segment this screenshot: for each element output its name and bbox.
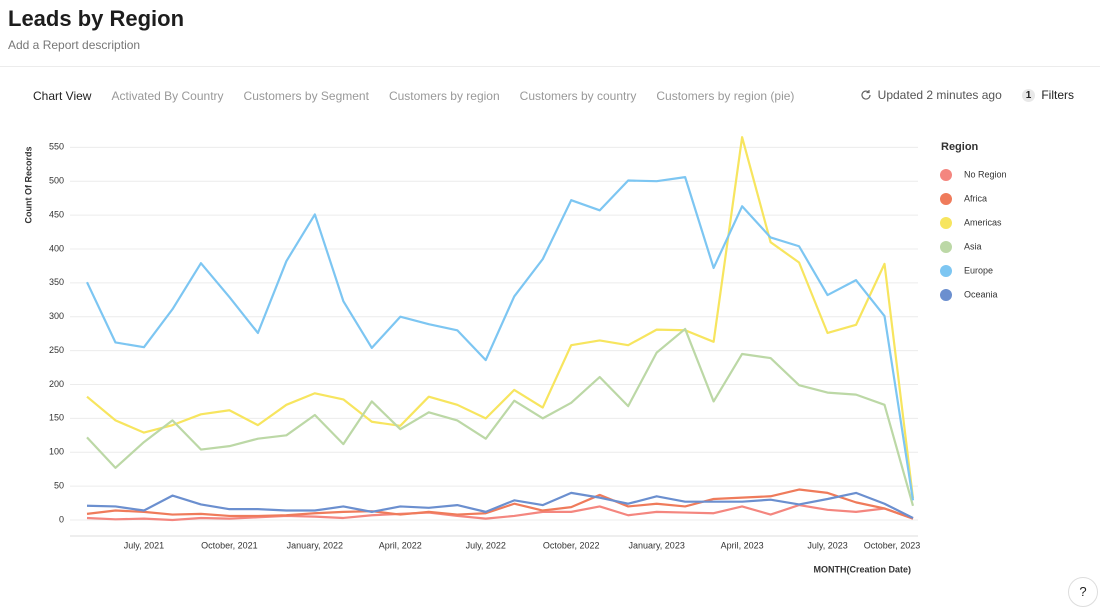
tab[interactable]: Chart View [33, 89, 92, 103]
legend-swatch [940, 217, 952, 229]
x-tick-label: April, 2023 [721, 540, 764, 550]
y-tick-label: 500 [49, 176, 64, 186]
legend-label: Oceania [964, 289, 998, 299]
y-axis-label: Count Of Records [23, 146, 33, 223]
legend-label: No Region [964, 169, 1007, 179]
tab[interactable]: Activated By Country [111, 89, 224, 103]
legend-swatch [940, 193, 952, 205]
filter-count[interactable]: 1 [1021, 88, 1036, 102]
filters-button[interactable]: Filters [1041, 88, 1074, 102]
x-tick-label: October, 2023 [864, 540, 921, 550]
series-line [86, 136, 915, 499]
y-tick-label: 550 [49, 142, 64, 152]
legend-label: Americas [964, 217, 1002, 227]
legend-swatch [940, 169, 952, 181]
y-tick-label: 150 [49, 413, 64, 423]
series-line [86, 491, 914, 519]
legend-label: Asia [964, 241, 982, 251]
tab[interactable]: Customers by region [388, 89, 500, 103]
legend-title: Region [941, 141, 979, 153]
divider [0, 66, 1100, 67]
y-tick-label: 50 [54, 480, 64, 490]
series-line [86, 503, 914, 522]
refresh-icon[interactable] [860, 89, 872, 101]
report-description[interactable]: Add a Report description [8, 38, 141, 52]
x-tick-label: October, 2022 [543, 540, 600, 550]
y-tick-label: 350 [49, 277, 64, 287]
x-axis-label: MONTH(Creation Date) [813, 564, 911, 574]
tab-bar: Chart View Activated By Country Customers … [33, 89, 794, 103]
x-tick-label: October, 2021 [201, 540, 258, 550]
x-tick-label: January, 2023 [628, 540, 684, 550]
y-tick-label: 0 [59, 514, 64, 524]
status-bar: Updated 2 minutes ago 1 Filters [860, 88, 1074, 102]
x-tick-label: April, 2022 [379, 540, 422, 550]
legend-swatch [940, 265, 952, 277]
x-tick-label: July, 2023 [807, 540, 847, 550]
legend-label: Europe [964, 265, 993, 275]
updated-text: Updated 2 minutes ago [877, 88, 1002, 102]
tab[interactable]: Customers by region (pie) [656, 89, 795, 103]
y-tick-label: 400 [49, 243, 64, 253]
series-line [86, 488, 914, 520]
series-line [86, 327, 915, 507]
tab[interactable]: Customers by Segment [243, 89, 369, 103]
y-tick-label: 100 [49, 447, 64, 457]
tab[interactable]: Customers by country [519, 89, 637, 103]
y-tick-label: 250 [49, 345, 64, 355]
legend-swatch [940, 241, 952, 253]
x-tick-label: July, 2022 [466, 540, 506, 550]
y-tick-label: 450 [49, 209, 64, 219]
y-tick-label: 200 [49, 379, 64, 389]
x-tick-label: July, 2021 [124, 540, 164, 550]
series-line [86, 176, 915, 501]
report-title: Leads by Region [8, 6, 185, 31]
y-tick-label: 300 [49, 311, 64, 321]
help-button[interactable]: ? [1068, 577, 1098, 607]
x-tick-label: January, 2022 [287, 540, 343, 550]
legend-swatch [940, 289, 952, 301]
legend-label: Africa [964, 193, 987, 203]
